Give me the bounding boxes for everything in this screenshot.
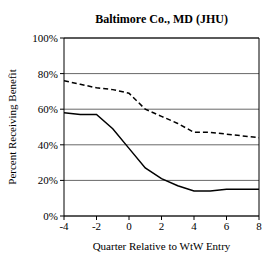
- svg-text:-2: -2: [92, 220, 101, 232]
- svg-text:Percent Receiving Benefit: Percent Receiving Benefit: [8, 69, 18, 184]
- svg-text:8: 8: [256, 220, 262, 232]
- svg-text:6: 6: [224, 220, 230, 232]
- svg-text:20%: 20%: [38, 174, 58, 186]
- svg-text:80%: 80%: [38, 68, 58, 80]
- svg-text:-4: -4: [59, 220, 69, 232]
- svg-text:4: 4: [191, 220, 197, 232]
- svg-text:Quarter Relative to WtW Entry: Quarter Relative to WtW Entry: [93, 240, 231, 252]
- html-text:Baltimore Co., MD (JHU): Baltimore Co., MD (JHU): [95, 12, 228, 26]
- svg-text:0%: 0%: [43, 210, 58, 222]
- svg-text:40%: 40%: [38, 139, 58, 151]
- svg-text:0: 0: [126, 220, 132, 232]
- svg-text:100%: 100%: [32, 32, 58, 44]
- svg-text:60%: 60%: [38, 103, 58, 115]
- svg-text:2: 2: [159, 220, 165, 232]
